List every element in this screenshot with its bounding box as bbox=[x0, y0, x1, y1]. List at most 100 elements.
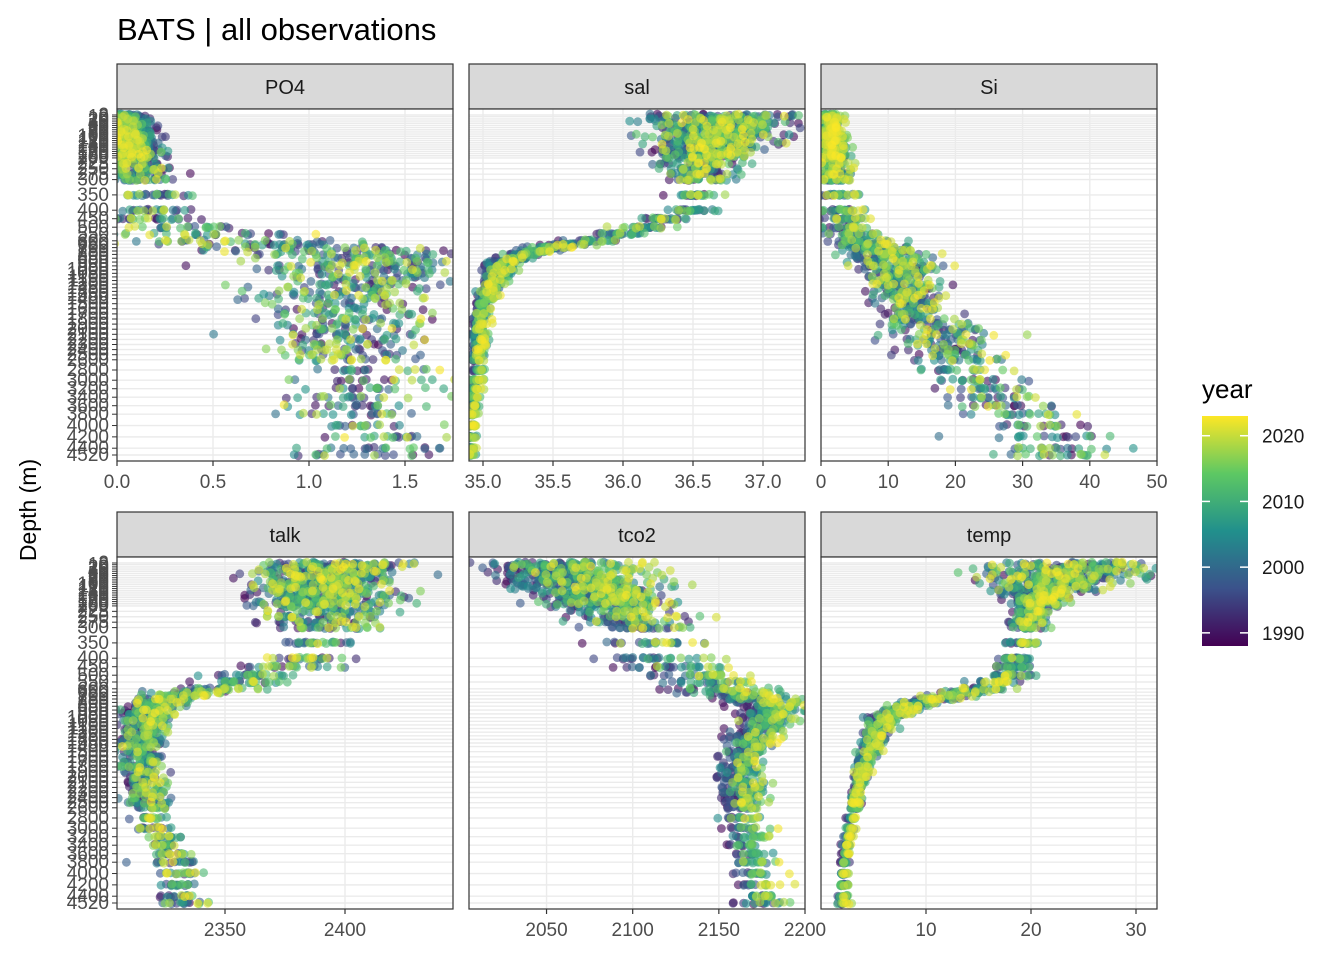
data-point bbox=[370, 268, 380, 277]
data-point bbox=[487, 314, 497, 324]
data-point bbox=[306, 257, 315, 267]
data-point bbox=[812, 171, 821, 180]
data-point bbox=[887, 350, 896, 360]
data-point bbox=[174, 214, 183, 223]
data-point bbox=[313, 345, 322, 354]
data-point bbox=[215, 222, 225, 231]
data-point bbox=[319, 391, 329, 401]
data-point bbox=[367, 409, 377, 418]
data-point bbox=[384, 385, 393, 394]
data-point bbox=[934, 282, 944, 292]
data-point bbox=[747, 159, 757, 169]
data-point bbox=[722, 169, 732, 179]
data-point bbox=[407, 265, 417, 275]
data-point bbox=[209, 229, 219, 239]
data-point bbox=[404, 309, 414, 319]
data-point bbox=[662, 152, 671, 162]
data-point bbox=[992, 354, 1002, 364]
data-point bbox=[360, 365, 370, 375]
data-point bbox=[1024, 376, 1034, 386]
data-point bbox=[361, 315, 371, 324]
data-point bbox=[648, 159, 657, 169]
y-tick-label: 1600 bbox=[67, 299, 109, 320]
data-point bbox=[710, 206, 720, 216]
data-point bbox=[286, 261, 296, 271]
data-point bbox=[948, 280, 958, 290]
data-point bbox=[952, 365, 962, 375]
data-point bbox=[368, 313, 377, 323]
data-point bbox=[740, 145, 749, 155]
data-point bbox=[720, 190, 730, 200]
x-tick-label: 36.0 bbox=[605, 472, 642, 493]
data-point bbox=[221, 222, 231, 232]
data-point bbox=[545, 247, 554, 257]
data-point bbox=[119, 143, 128, 153]
data-point bbox=[307, 246, 317, 256]
y-tick-label: 1050 bbox=[67, 263, 109, 284]
data-point bbox=[579, 240, 589, 249]
data-point bbox=[870, 298, 880, 308]
data-point bbox=[821, 160, 822, 165]
y-tick-label: 1150 bbox=[68, 271, 109, 292]
data-point bbox=[350, 303, 360, 313]
data-point bbox=[289, 450, 299, 459]
data-point bbox=[328, 410, 338, 419]
data-point bbox=[161, 235, 170, 245]
data-point bbox=[346, 364, 356, 374]
data-point bbox=[934, 431, 944, 441]
data-point bbox=[913, 356, 923, 365]
data-point bbox=[680, 213, 690, 223]
data-point bbox=[821, 213, 830, 223]
y-tick-label: 2400 bbox=[67, 340, 109, 361]
data-point bbox=[152, 174, 161, 184]
data-point bbox=[342, 286, 351, 295]
data-point bbox=[296, 273, 306, 283]
data-point bbox=[380, 291, 390, 300]
data-point bbox=[312, 237, 322, 247]
data-point bbox=[134, 189, 144, 199]
data-point bbox=[699, 206, 709, 216]
data-point bbox=[683, 175, 692, 185]
data-point bbox=[827, 206, 837, 216]
data-point bbox=[500, 265, 510, 275]
data-point bbox=[1105, 431, 1115, 441]
data-point bbox=[999, 421, 1008, 431]
data-point bbox=[289, 287, 299, 297]
data-point bbox=[452, 266, 453, 272]
data-point bbox=[686, 190, 695, 200]
data-point bbox=[348, 325, 358, 334]
data-point bbox=[142, 145, 152, 155]
data-point bbox=[180, 205, 190, 215]
data-point bbox=[969, 392, 978, 402]
data-point bbox=[657, 139, 667, 149]
data-point bbox=[410, 365, 420, 374]
scatter-points bbox=[469, 109, 821, 461]
data-point bbox=[474, 375, 484, 385]
data-point bbox=[834, 222, 844, 232]
data-point bbox=[354, 290, 364, 300]
data-point bbox=[396, 247, 405, 257]
data-point bbox=[398, 346, 407, 355]
data-point bbox=[297, 304, 307, 314]
y-tick-label: 650 bbox=[77, 234, 109, 255]
data-point bbox=[821, 122, 822, 127]
data-point bbox=[664, 119, 674, 128]
data-point bbox=[812, 115, 821, 124]
data-point bbox=[335, 384, 345, 393]
y-tick-label: 300 bbox=[77, 170, 109, 191]
data-point bbox=[810, 112, 819, 121]
data-point bbox=[399, 265, 409, 275]
data-point bbox=[162, 229, 171, 239]
data-point bbox=[164, 189, 174, 199]
data-point bbox=[117, 214, 120, 223]
data-point bbox=[407, 375, 417, 385]
data-point bbox=[425, 269, 434, 278]
data-point bbox=[446, 249, 453, 259]
data-point bbox=[1039, 431, 1049, 441]
data-point bbox=[381, 258, 391, 267]
y-tick-label: 350 bbox=[77, 185, 109, 206]
data-point bbox=[880, 291, 890, 300]
data-point bbox=[380, 375, 389, 385]
data-point bbox=[711, 159, 721, 169]
data-point bbox=[161, 174, 171, 184]
